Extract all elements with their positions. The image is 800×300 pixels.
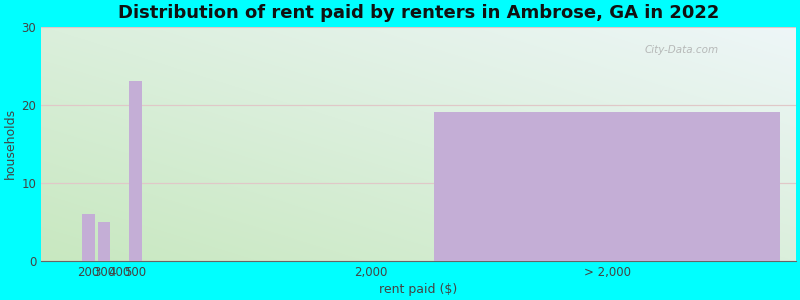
Bar [82,214,94,261]
Bar [129,81,142,261]
X-axis label: rent paid ($): rent paid ($) [379,283,458,296]
Bar [434,112,780,261]
Text: City-Data.com: City-Data.com [645,45,719,55]
Y-axis label: households: households [4,108,17,179]
Bar [98,222,110,261]
Title: Distribution of rent paid by renters in Ambrose, GA in 2022: Distribution of rent paid by renters in … [118,4,719,22]
